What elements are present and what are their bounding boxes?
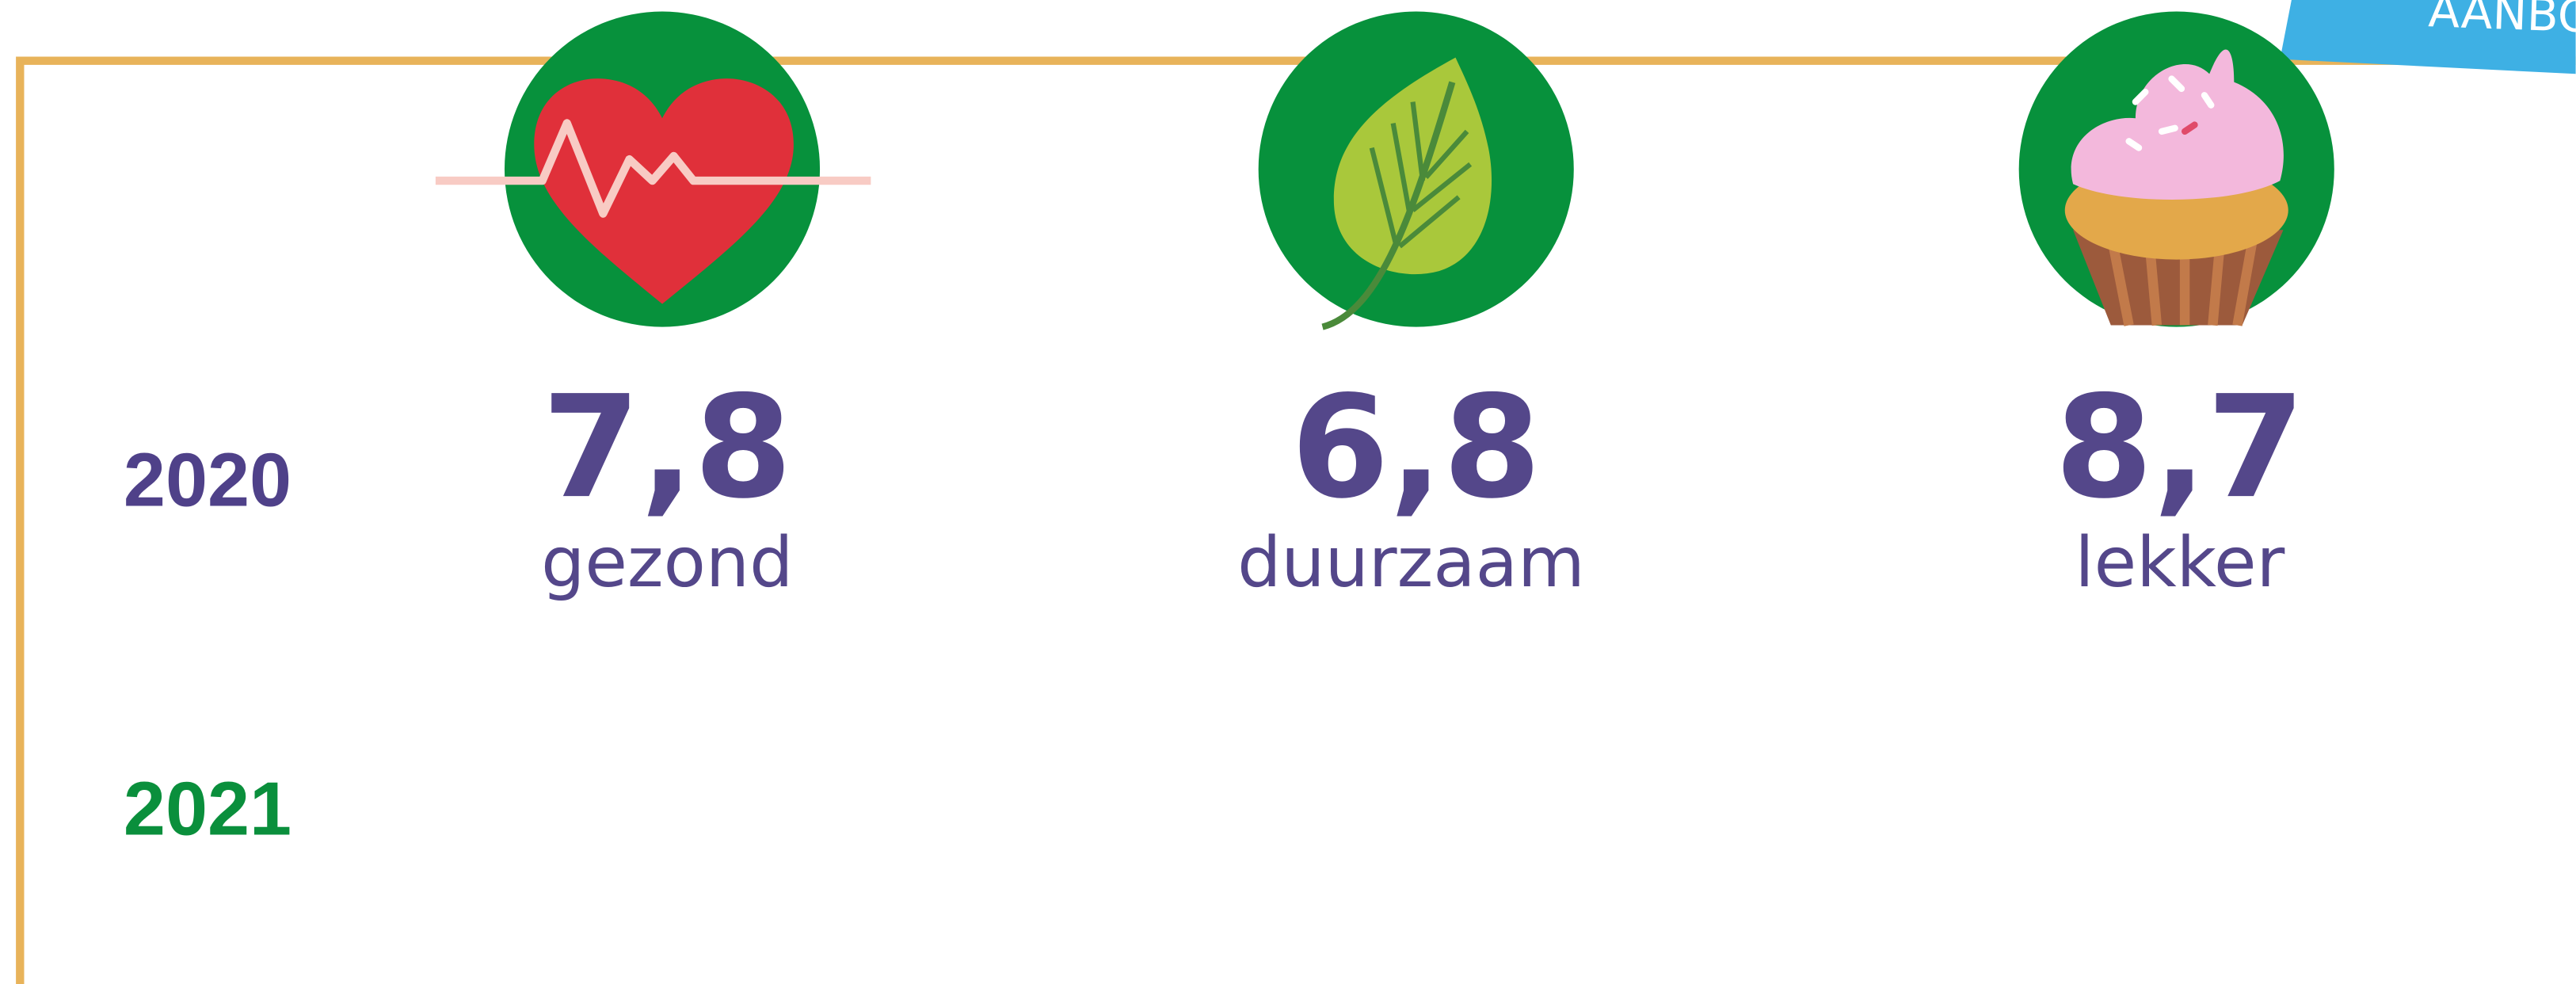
year-label: 2021 (124, 767, 292, 851)
banner-text: AANBOD (2427, 0, 2576, 44)
banner-shape (2280, 0, 2576, 74)
score-value: 6,8 (1291, 365, 1541, 530)
score-label: duurzaam (1237, 522, 1585, 603)
score-value: 7,8 (542, 365, 792, 530)
banner: AANBOD (2280, 0, 2576, 74)
score-label: gezond (541, 522, 793, 603)
score-label: lekker (2075, 522, 2284, 603)
leaf-icon (1258, 11, 1574, 330)
heart-icon (435, 11, 871, 327)
cupcake-icon (2018, 11, 2334, 327)
score-value: 8,7 (2055, 365, 2305, 530)
year-label: 2020 (124, 439, 292, 523)
frame (16, 56, 2576, 984)
